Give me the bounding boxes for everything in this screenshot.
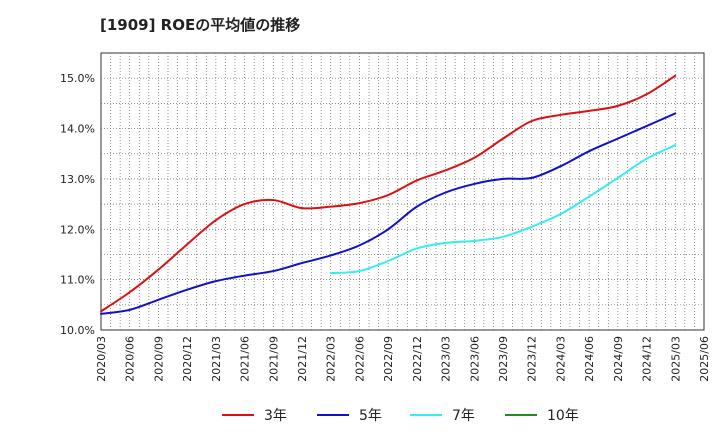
x-tick-label: 2020/12 xyxy=(181,336,194,382)
plot-area-border xyxy=(100,52,705,331)
legend-label-7年: 7年 xyxy=(452,408,475,424)
x-tick-label: 2023/03 xyxy=(440,336,453,382)
y-tick-label: 15.0% xyxy=(60,72,95,85)
y-tick-label: 12.0% xyxy=(60,223,95,236)
y-tick-label: 13.0% xyxy=(60,173,95,186)
x-tick-label: 2020/03 xyxy=(95,336,108,382)
legend-label-3年: 3年 xyxy=(264,408,287,424)
x-tick-label: 2022/03 xyxy=(325,336,338,382)
x-tick-label: 2022/06 xyxy=(353,336,366,382)
y-tick-label: 10.0% xyxy=(60,324,95,337)
x-tick-label: 2023/09 xyxy=(497,336,510,382)
series-line-3年 xyxy=(100,74,677,313)
x-tick-label: 2021/09 xyxy=(267,336,280,382)
x-tick-label: 2022/09 xyxy=(382,336,395,382)
x-tick-label: 2022/12 xyxy=(411,336,424,382)
series-line-5年 xyxy=(100,112,677,315)
x-tick-label: 2024/12 xyxy=(641,336,654,382)
x-tick-label: 2020/09 xyxy=(152,336,165,382)
x-tick-label: 2023/06 xyxy=(468,336,481,382)
x-tick-label: 2025/06 xyxy=(698,336,711,382)
x-tick-label: 2021/12 xyxy=(296,336,309,382)
y-tick-label: 14.0% xyxy=(60,123,95,136)
legend-label-10年: 10年 xyxy=(547,408,579,424)
x-tick-label: 2020/06 xyxy=(124,336,137,382)
x-tick-label: 2024/03 xyxy=(554,336,567,382)
series-line-7年 xyxy=(329,144,677,275)
y-tick-label: 11.0% xyxy=(60,274,95,287)
x-tick-label: 2024/09 xyxy=(612,336,625,382)
chart-title: [1909] ROEの平均値の推移 xyxy=(100,16,301,34)
x-tick-label: 2025/03 xyxy=(669,336,682,382)
x-tick-label: 2023/12 xyxy=(526,336,539,382)
x-tick-label: 2021/06 xyxy=(239,336,252,382)
x-tick-label: 2024/06 xyxy=(583,336,596,382)
legend-label-5年: 5年 xyxy=(359,408,382,424)
x-tick-label: 2021/03 xyxy=(210,336,223,382)
